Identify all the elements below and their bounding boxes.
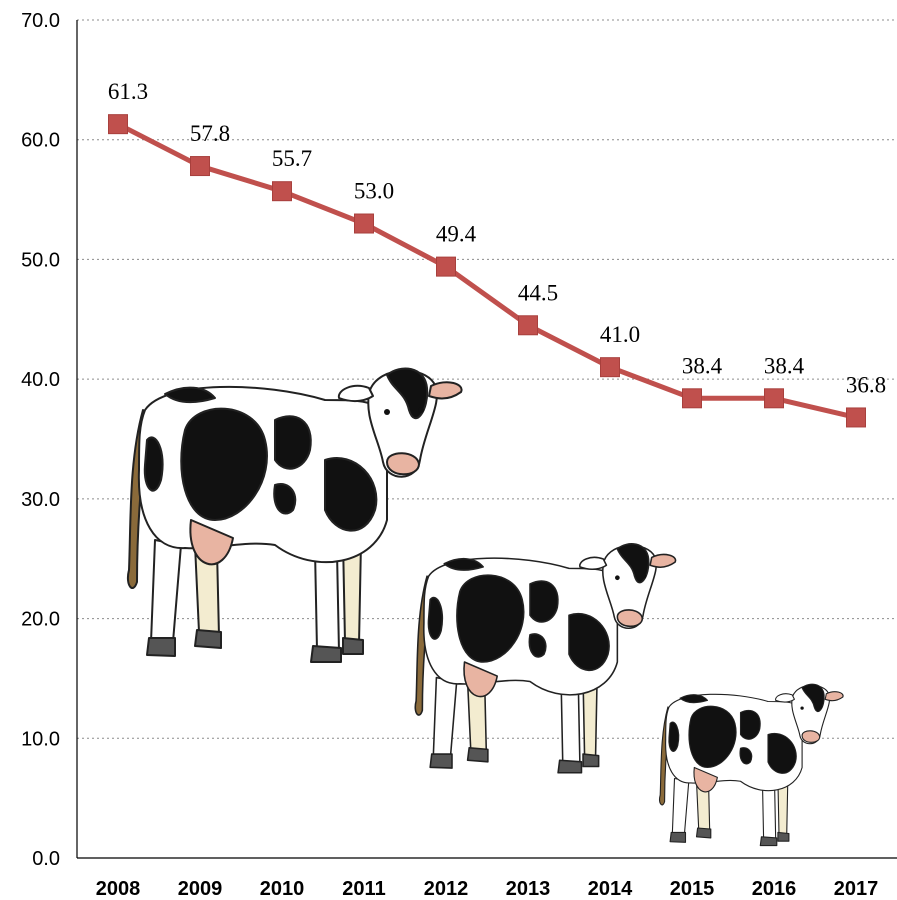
x-tick-label: 2015 [670, 878, 715, 900]
data-label: 41.0 [600, 322, 640, 347]
x-tick-label: 2008 [96, 878, 141, 900]
cow-illustration-medium [414, 543, 677, 774]
data-point-marker [436, 256, 456, 277]
data-label: 53.0 [354, 179, 394, 204]
data-point-marker [600, 357, 620, 378]
data-point-marker [190, 156, 210, 177]
cow-illustration-large [127, 367, 463, 663]
data-point-marker [846, 407, 866, 428]
y-tick-label: 70.0 [21, 10, 60, 32]
y-tick-label: 0.0 [32, 848, 60, 870]
y-tick-label: 20.0 [21, 609, 60, 631]
data-label: 57.8 [190, 121, 230, 146]
y-tick-label: 40.0 [21, 369, 60, 391]
data-label: 38.4 [682, 353, 723, 378]
x-tick-label: 2013 [506, 878, 551, 900]
data-point-marker [518, 315, 538, 336]
y-tick-label: 10.0 [21, 728, 60, 750]
x-tick-label: 2014 [588, 878, 633, 900]
x-tick-label: 2017 [834, 878, 879, 900]
data-label: 36.8 [846, 372, 886, 397]
x-tick-label: 2010 [260, 878, 305, 900]
y-tick-label: 60.0 [21, 130, 60, 152]
data-label: 44.5 [518, 280, 558, 305]
series-line [116, 121, 857, 420]
data-point-marker [682, 388, 702, 409]
data-label: 38.4 [764, 353, 805, 378]
data-point-marker [764, 388, 784, 409]
cow-illustration-small [659, 683, 844, 847]
x-tick-label: 2012 [424, 878, 469, 900]
x-tick-label: 2016 [752, 878, 797, 900]
y-tick-label: 50.0 [21, 249, 60, 271]
data-point-marker [108, 114, 128, 135]
data-label: 55.7 [272, 146, 312, 171]
x-tick-label: 2011 [342, 878, 385, 900]
y-tick-label: 30.0 [21, 489, 60, 511]
x-tick-label: 2009 [178, 878, 223, 900]
data-point-marker [272, 181, 292, 202]
data-label: 49.4 [436, 222, 477, 247]
data-point-marker [354, 213, 374, 234]
data-label: 61.3 [108, 79, 148, 104]
